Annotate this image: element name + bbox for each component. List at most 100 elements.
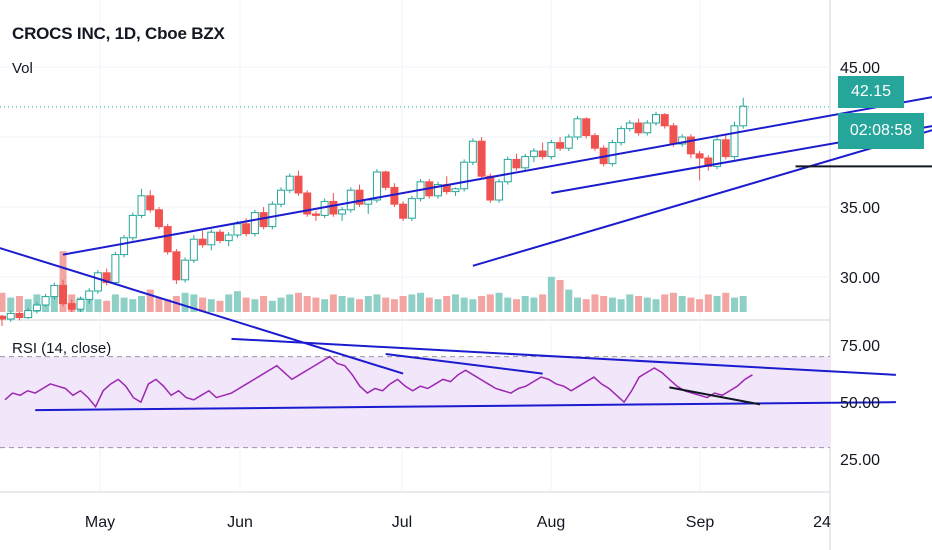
volume-bar — [539, 294, 547, 312]
volume-bar — [146, 289, 154, 312]
volume-bar — [643, 297, 651, 312]
candle-body — [85, 290, 94, 300]
volume-bar — [356, 299, 364, 312]
candle-body — [625, 122, 634, 130]
candle-body — [285, 175, 294, 191]
time-tick-label: Aug — [537, 514, 565, 531]
volume-bar — [425, 297, 433, 312]
candle-body — [207, 231, 216, 246]
candle-body — [739, 105, 748, 127]
volume-bar — [111, 294, 119, 312]
candle-body — [669, 125, 678, 145]
volume-bar — [120, 297, 128, 312]
volume-bar — [138, 296, 146, 312]
rsi-band — [0, 356, 830, 448]
volume-bar — [260, 296, 268, 312]
time-tick-label: 24 — [813, 514, 831, 531]
volume-bar — [443, 296, 451, 312]
candle-body — [486, 175, 495, 201]
candle-body — [608, 142, 617, 165]
candle-body — [311, 213, 320, 216]
candle-body — [277, 189, 286, 205]
volume-bar — [199, 297, 207, 312]
candle-body — [547, 142, 556, 158]
candle-body — [434, 184, 442, 197]
volume-bar — [94, 299, 102, 312]
volume-bar — [530, 297, 538, 312]
volume-bar — [556, 280, 564, 312]
volume-label[interactable]: Vol — [12, 60, 33, 77]
volume-bar — [574, 297, 582, 312]
volume-bar — [277, 297, 285, 312]
candle-body — [24, 310, 33, 319]
trendline — [62, 96, 932, 256]
volume-bar — [216, 300, 224, 312]
volume-bar — [678, 296, 686, 312]
candles — [0, 97, 748, 326]
volume-bar — [338, 296, 346, 312]
candle-body — [303, 192, 312, 215]
volume-bar — [373, 294, 381, 312]
volume-bar — [190, 294, 198, 312]
time-tick-label: Jun — [227, 514, 253, 531]
rsi-divergence-line — [669, 386, 761, 406]
candle-body — [538, 150, 547, 158]
volume-bar — [329, 294, 337, 312]
rsi-tick-label: 25.00 — [840, 452, 880, 469]
volume-bar — [434, 299, 442, 312]
trendline — [551, 125, 932, 194]
candle-body — [111, 254, 120, 284]
volume-bar — [103, 300, 111, 312]
candle-body — [346, 189, 355, 211]
candle-body — [660, 114, 669, 127]
candle-body — [120, 237, 129, 256]
volume-bar — [565, 289, 573, 312]
volume-bar — [312, 297, 320, 312]
volume-bar — [652, 299, 660, 312]
volume-bar — [85, 296, 93, 312]
candle-body — [224, 234, 233, 242]
volume-bar — [591, 294, 599, 312]
volume-bar — [547, 276, 555, 312]
candle-body — [495, 181, 504, 201]
rsi-tick-label: 50.00 — [840, 395, 880, 412]
volume-bar — [495, 292, 503, 312]
volume-bar — [600, 296, 608, 312]
volume-bar — [294, 292, 302, 312]
candle-body — [556, 142, 565, 149]
volume-bar — [696, 299, 704, 312]
candle-body — [521, 156, 530, 169]
rsi-label[interactable]: RSI (14, close) — [12, 340, 112, 357]
volume-bar — [469, 299, 477, 312]
volume-bar — [713, 296, 721, 312]
candle-body — [233, 223, 242, 236]
trendline — [0, 247, 404, 375]
candle-body — [730, 125, 739, 158]
volume-bar — [24, 299, 32, 312]
candle-body — [643, 122, 652, 134]
time-tick-label: Jul — [392, 514, 412, 531]
candle-body — [50, 284, 59, 298]
candle-body — [372, 171, 381, 201]
trendlines — [0, 96, 932, 375]
candle-body — [41, 296, 50, 306]
volume-bar — [486, 294, 494, 312]
candle-body — [0, 315, 6, 320]
candle-body — [128, 214, 137, 239]
candle-body — [590, 135, 599, 149]
candle-body — [93, 272, 102, 292]
candle-body — [67, 303, 76, 310]
volume-bar — [478, 296, 486, 312]
volume-bar — [251, 299, 259, 312]
candle-body — [617, 128, 626, 144]
volume-bar — [181, 292, 189, 312]
chart-title[interactable]: CROCS INC, 1D, Cboe BZX — [12, 24, 225, 43]
candle-body — [76, 298, 85, 310]
candle-body — [529, 150, 538, 158]
candle-body — [189, 238, 198, 261]
volume-bar — [0, 292, 6, 312]
candle-body — [721, 139, 730, 158]
volume-bar — [730, 297, 738, 312]
candle-body — [468, 140, 477, 163]
